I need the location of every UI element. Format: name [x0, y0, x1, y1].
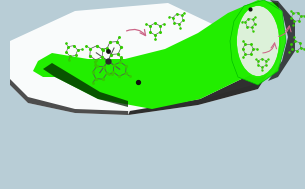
Polygon shape [43, 63, 128, 107]
Polygon shape [268, 0, 295, 81]
Polygon shape [10, 79, 128, 115]
Polygon shape [128, 67, 272, 115]
Polygon shape [10, 3, 272, 115]
Polygon shape [230, 0, 286, 85]
Ellipse shape [236, 5, 280, 77]
Polygon shape [128, 65, 272, 115]
Polygon shape [33, 0, 282, 109]
